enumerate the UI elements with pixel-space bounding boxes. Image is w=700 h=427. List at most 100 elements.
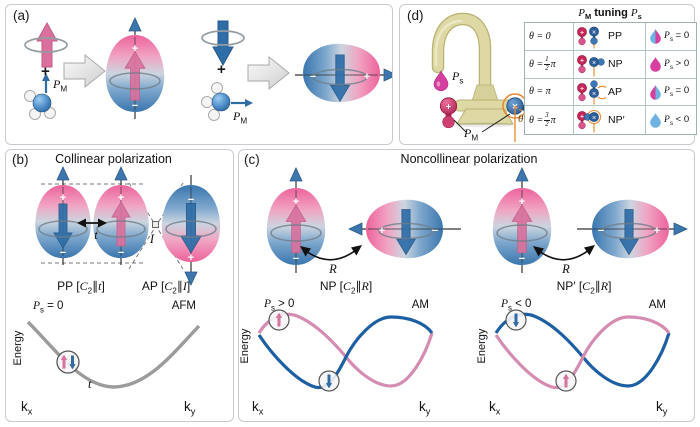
panel-a-art: + − [24,17,392,121]
band-spin-down-curve [494,312,671,388]
spin-down-marker [505,309,527,331]
svg-text:+: + [654,225,660,237]
plus-sign: + [132,43,138,55]
droplet-split-blue-pink-icon [650,29,661,45]
spin-up-arrow-icon [24,22,68,68]
precession-ring [312,68,368,86]
afm-tag: AFM [171,300,196,312]
spin-arrow-pink-up-icon [111,201,131,247]
svg-text:−: − [60,247,66,259]
panel-c-title: Noncollinear polarization [400,152,538,166]
precession-ring [201,30,245,46]
axis-arrow-left-icon [348,222,363,236]
ps-zero-tag: Ps = 0 [33,300,64,315]
kx-axis-label: kx [21,399,33,417]
pm-label: PM [53,77,68,94]
band-spin-down-curve [257,315,434,390]
panel-a: + − [5,4,393,145]
precession-ring [165,220,217,238]
ps-negative-tag: Ps < 0 [501,298,532,313]
panel-b-label: (b) [12,152,29,167]
spin-up-marker [268,309,290,331]
ap-group-label: AP [C2∥I] [141,279,191,296]
plus-operator: + [217,61,226,78]
plus-marker: + [446,102,451,112]
ps-cell: Ps = 0 [646,23,696,51]
hopping-label: t [88,377,92,391]
ps-label: Ps [452,69,464,86]
inversion-center [152,221,159,228]
ps-positive-tag: Ps > 0 [264,298,295,313]
spin-arrow-blue-down-icon [180,202,202,254]
lobe-up-polarized: + − [105,17,165,119]
panel-b-title: Collinear polarization [55,152,172,166]
pm-pointer-lines [453,113,511,133]
energy-axis-label: Energy [239,328,251,364]
panel-c-label: (c) [244,152,260,167]
band-spin-up-curve [257,312,434,388]
precession-ring [96,220,146,238]
spin-up-marker [555,370,577,392]
spin-up-icon [61,354,67,369]
svg-text:+: + [580,30,584,37]
cross-marker: ✕ [512,102,518,111]
t-symbol: t [94,228,98,242]
spin-down-marker [318,370,340,392]
block-arrow-icon [63,54,106,88]
am-tag: AM [648,299,666,311]
precession-ring [601,222,657,240]
droplet-pink-icon [650,57,661,72]
axis-arrow-right-icon [383,68,392,82]
spin-arrow-blue-down-icon [330,54,350,102]
lobe-right-polarized: − + [295,43,392,103]
spin-degenerate-marker [56,350,80,374]
droplet-split-pink-blue-icon [650,84,661,100]
spin-down-icon [69,355,76,370]
axis-arrow-right-icon [673,222,688,236]
lobe-inverted-spin-down: − + [161,175,221,286]
spin-down-arrow-icon [201,20,245,66]
axis-arrow-up-icon [56,166,70,181]
svg-text:+: + [60,192,66,204]
svg-text:−: − [293,253,299,265]
pm-label: PM [464,126,479,143]
axis-arrow-up-icon [128,17,142,32]
dumbbell-pair-pp-icon: + ✕ [577,26,599,49]
droplet-icon [433,70,449,92]
ky-axis-label: ky [184,399,196,417]
ps-cell: Ps = 0 [646,79,696,107]
svg-text:−: − [118,247,124,259]
axis-arrow-up-icon [515,167,529,182]
svg-text:−: − [188,194,194,206]
plus-sign: + [364,71,370,83]
svg-text:+: + [379,225,385,237]
rotation-label: R [329,262,337,276]
table-title: PM tuning Ps [578,7,642,22]
panel-c: + − + − [238,149,695,422]
svg-text:✕: ✕ [592,60,597,66]
svg-text:✕: ✕ [592,115,597,121]
band-spin-up-curve [494,315,671,390]
spin-arrow-blue-down-icon [619,209,639,255]
svg-text:+: + [580,57,584,64]
panel-d: + ✕ (d) Ps PM [399,4,697,145]
precession-ring [24,37,68,53]
spin-arrow-blue-down-icon [53,203,73,249]
precession-ring [378,222,434,240]
spin-arrow-blue-down-icon [396,209,416,255]
pp-group-label: PP [C2∥t] [57,279,105,296]
spin-arrow-pink-up-icon [285,204,307,254]
panel-b: + − + − [5,149,234,422]
faucet-arm [454,99,518,112]
svg-text:−: − [519,253,525,265]
ky-axis-label: ky [656,399,668,417]
config-cell: + ✕ NP′ [574,106,646,134]
axis-arrow-up-icon [114,166,128,181]
config-cell: + ✕ PP [574,23,646,51]
dumbbell-pair-ap-icon: + ✕ [577,80,606,105]
lobe-left-polarized-spin-down: + − [348,199,461,259]
lobe-spin-up: + − [492,167,552,273]
rotation-arrow [300,245,362,261]
